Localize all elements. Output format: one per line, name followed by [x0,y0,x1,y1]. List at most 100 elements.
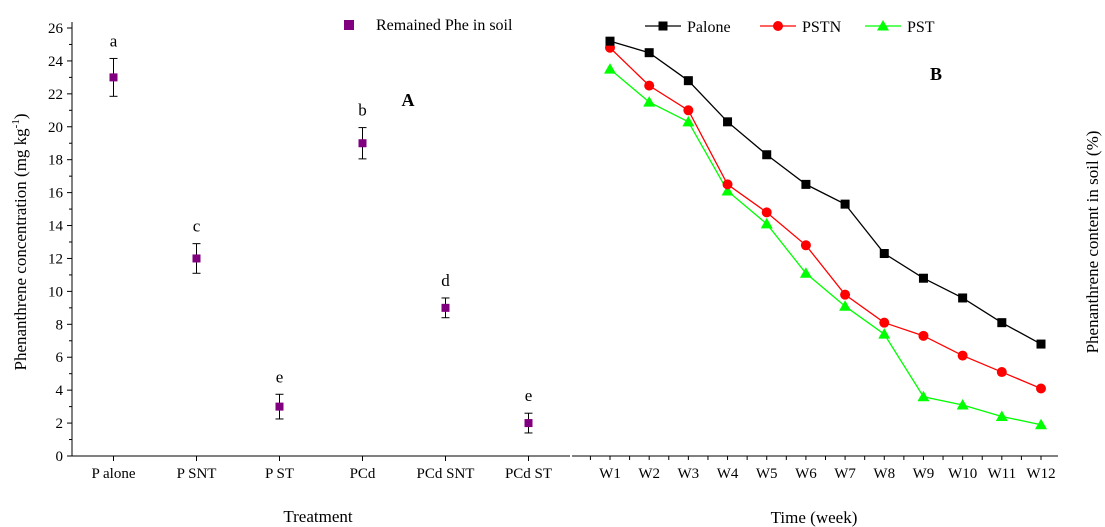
panel-b-data-point-palone [683,76,693,86]
panel-b-data-point-pst [917,390,930,402]
panel-a-y-axis-label: Phenanthrene concentration (mg kg-1) [10,113,30,370]
panel-b-data-point-pstn [957,350,968,361]
panel-a-data-point [524,419,533,428]
panel-b-data-point-pst [799,267,812,278]
panel-b-data-point-palone [801,179,811,189]
panel-b-data-point-palone [762,150,772,160]
panel-b-data-point-pst [604,63,616,74]
panel-b-data-point-pst [721,184,734,196]
panel-b-x-tick-label: W10 [948,466,977,482]
panel-b-x-tick-label: W1 [599,466,621,482]
panel-b-legend-label: PSTN [802,19,842,36]
panel-a-x-tick-label: P SNT [177,466,217,482]
panel-b-x-tick-label: W12 [1026,466,1055,482]
panel-b-data-point-palone [1036,339,1046,349]
panel-b-data-point-pstn [683,105,694,116]
panel-a-label: A [402,90,415,110]
panel-a-legend-label: Remained Phe in soil [376,17,513,34]
panel-a-y-tick-label: 6 [56,350,64,366]
panel-a-data-point [275,402,284,411]
panel-b-data-point-palone [644,48,654,58]
panel-b-legend-marker [877,20,889,31]
panel-a-y-tick-label: 20 [48,120,63,136]
panel-a-significance-letter: c [193,217,201,236]
panel-b-data-point-pst [1035,418,1047,430]
panel-b-data-point-pstn [996,367,1007,378]
panel-a-data-point [109,73,118,82]
panel-b-y-axis-label: Phenanthrene content in soil (%) [1083,131,1102,354]
panel-b-data-point-palone [723,117,733,127]
panel-a-y-tick-label: 2 [56,416,64,432]
panel-b-data-point-pst [760,217,773,229]
panel-b-data-point-pst [643,96,656,107]
panel-b-legend-marker [658,21,668,31]
panel-b-x-tick-label: W4 [717,466,739,482]
panel-a-legend-marker [344,20,354,30]
panel-a-legend: Remained Phe in soil [344,17,513,34]
panel-a-y-tick-label: 26 [48,21,64,37]
panel-a-marks: a c e b d e [109,31,533,434]
panel-b-legend-label: PST [907,19,935,36]
panel-a-data-point [192,254,201,263]
panel-a-x-axis: P alone P SNT P ST PCd PCd SNT PCd ST [72,455,570,482]
panel-b-x-tick-label: W2 [638,466,660,482]
panel-b-data-point-pstn [800,240,811,251]
panel-b-series-line-pst [609,68,1042,426]
panel-b-data-point-pst [878,328,891,339]
panel-a-significance-letter: a [110,31,118,50]
panel-a-y-tick-label: 12 [48,251,63,267]
panel-a-x-axis-label: Treatment [283,507,353,526]
panel-b-data-point-pstn [722,179,733,190]
panel-a-y-tick-label: 24 [48,54,64,70]
panel-b-series-line-pstn [609,47,1042,390]
panel-a-data-point [358,139,367,148]
panel-b-data-point-pst [956,398,969,410]
panel-a-y-tick-label: 18 [48,153,63,169]
panel-a-significance-letter: e [276,367,284,386]
panel-a-x-tick-label: P ST [265,466,294,482]
panel-b-legend-marker [773,21,783,31]
panel-b-data-point-palone [918,273,928,283]
panel-b-x-tick-label: W8 [873,466,895,482]
panel-b-data-point-pst [839,300,852,311]
panel-b-data-point-pst [682,115,695,127]
panel-b-x-tick-label: W3 [678,466,700,482]
panel-b: W1 W2 W3 W4 W5 W6 W7 W8 W9 W10 W11 W12 Palone PSTN PS… [572,19,1102,527]
panel-b-legend-label: Palone [687,19,731,36]
panel-a-y-tick-label: 10 [48,284,63,300]
panel-b-data-point-pstn [840,289,851,300]
panel-b-x-tick-label: W7 [834,466,856,482]
panel-a-y-tick-label: 22 [48,87,63,103]
panel-b-data-point-pstn [918,330,929,341]
panel-b-marks [604,36,1047,430]
panel-a-y-tick-label: 16 [48,186,64,202]
panel-b-data-point-palone [997,318,1007,328]
panel-a-significance-letter: e [525,386,533,405]
panel-b-data-point-pstn [644,80,655,91]
panel-a-x-tick-label: PCd SNT [417,466,475,482]
panel-b-data-point-palone [605,36,615,46]
panel-a-x-tick-label: PCd [350,466,376,482]
panel-b-series-line-palone [609,40,1042,345]
panel-b-label: B [930,64,942,84]
panel-a-y-tick-label: 8 [56,317,64,333]
panel-b-x-tick-label: W11 [988,466,1017,482]
panel-b-x-axis-label: Time (week) [771,508,858,527]
panel-b-x-tick-label: W9 [913,466,935,482]
panel-a-significance-letter: b [358,101,367,120]
panel-b-legend: Palone PSTN PST [645,19,935,36]
panel-b-x-tick-label: W6 [795,466,817,482]
panel-a-x-tick-label: P alone [91,466,135,482]
panel-a-y-tick-label: 0 [56,449,64,465]
panel-b-data-point-palone [958,293,968,303]
panel-a-data-point [441,303,450,312]
panel-a-x-tick-label: PCd ST [505,466,552,482]
panel-b-data-point-pstn [761,207,772,218]
panel-b-data-point-pstn [1036,383,1046,394]
panel-a-significance-letter: d [441,271,450,290]
panel-b-x-tick-label: W5 [756,466,778,482]
panel-b-data-point-pstn [879,317,890,328]
